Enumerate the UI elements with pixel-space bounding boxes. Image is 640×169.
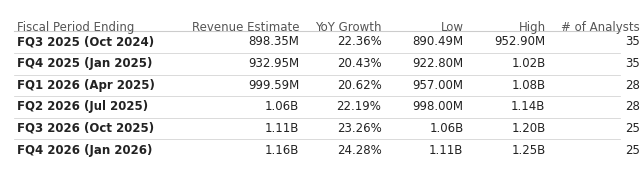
Text: 1.08B: 1.08B [511, 79, 545, 92]
Text: Revenue Estimate: Revenue Estimate [192, 21, 300, 34]
Text: 957.00M: 957.00M [412, 79, 463, 92]
Text: High: High [518, 21, 545, 34]
Text: 35: 35 [625, 35, 640, 49]
Text: 1.20B: 1.20B [511, 122, 545, 135]
Text: 898.35M: 898.35M [248, 35, 300, 49]
Text: 28: 28 [625, 79, 640, 92]
Text: 35: 35 [625, 57, 640, 70]
Text: 22.19%: 22.19% [337, 100, 381, 113]
Text: 998.00M: 998.00M [412, 100, 463, 113]
Text: 25: 25 [625, 122, 640, 135]
Text: 1.16B: 1.16B [265, 143, 300, 156]
Text: 20.62%: 20.62% [337, 79, 381, 92]
Text: FQ4 2026 (Jan 2026): FQ4 2026 (Jan 2026) [17, 143, 152, 156]
Text: 24.28%: 24.28% [337, 143, 381, 156]
Text: 1.11B: 1.11B [429, 143, 463, 156]
Text: 922.80M: 922.80M [412, 57, 463, 70]
Text: 25: 25 [625, 143, 640, 156]
Text: FQ3 2026 (Oct 2025): FQ3 2026 (Oct 2025) [17, 122, 154, 135]
Text: 1.14B: 1.14B [511, 100, 545, 113]
Text: 1.06B: 1.06B [429, 122, 463, 135]
Text: 23.26%: 23.26% [337, 122, 381, 135]
Text: 1.25B: 1.25B [511, 143, 545, 156]
Text: 20.43%: 20.43% [337, 57, 381, 70]
Text: Fiscal Period Ending: Fiscal Period Ending [17, 21, 134, 34]
Text: 999.59M: 999.59M [248, 79, 300, 92]
Text: 1.11B: 1.11B [265, 122, 300, 135]
Text: 22.36%: 22.36% [337, 35, 381, 49]
Text: FQ1 2026 (Apr 2025): FQ1 2026 (Apr 2025) [17, 79, 155, 92]
Text: FQ4 2025 (Jan 2025): FQ4 2025 (Jan 2025) [17, 57, 152, 70]
Text: 28: 28 [625, 100, 640, 113]
Text: 932.95M: 932.95M [248, 57, 300, 70]
Text: YoY Growth: YoY Growth [315, 21, 381, 34]
Text: 1.06B: 1.06B [265, 100, 300, 113]
Text: FQ2 2026 (Jul 2025): FQ2 2026 (Jul 2025) [17, 100, 148, 113]
Text: 1.02B: 1.02B [511, 57, 545, 70]
Text: 952.90M: 952.90M [495, 35, 545, 49]
Text: Low: Low [440, 21, 463, 34]
Text: # of Analysts: # of Analysts [561, 21, 640, 34]
Text: 890.49M: 890.49M [412, 35, 463, 49]
Text: FQ3 2025 (Oct 2024): FQ3 2025 (Oct 2024) [17, 35, 154, 49]
